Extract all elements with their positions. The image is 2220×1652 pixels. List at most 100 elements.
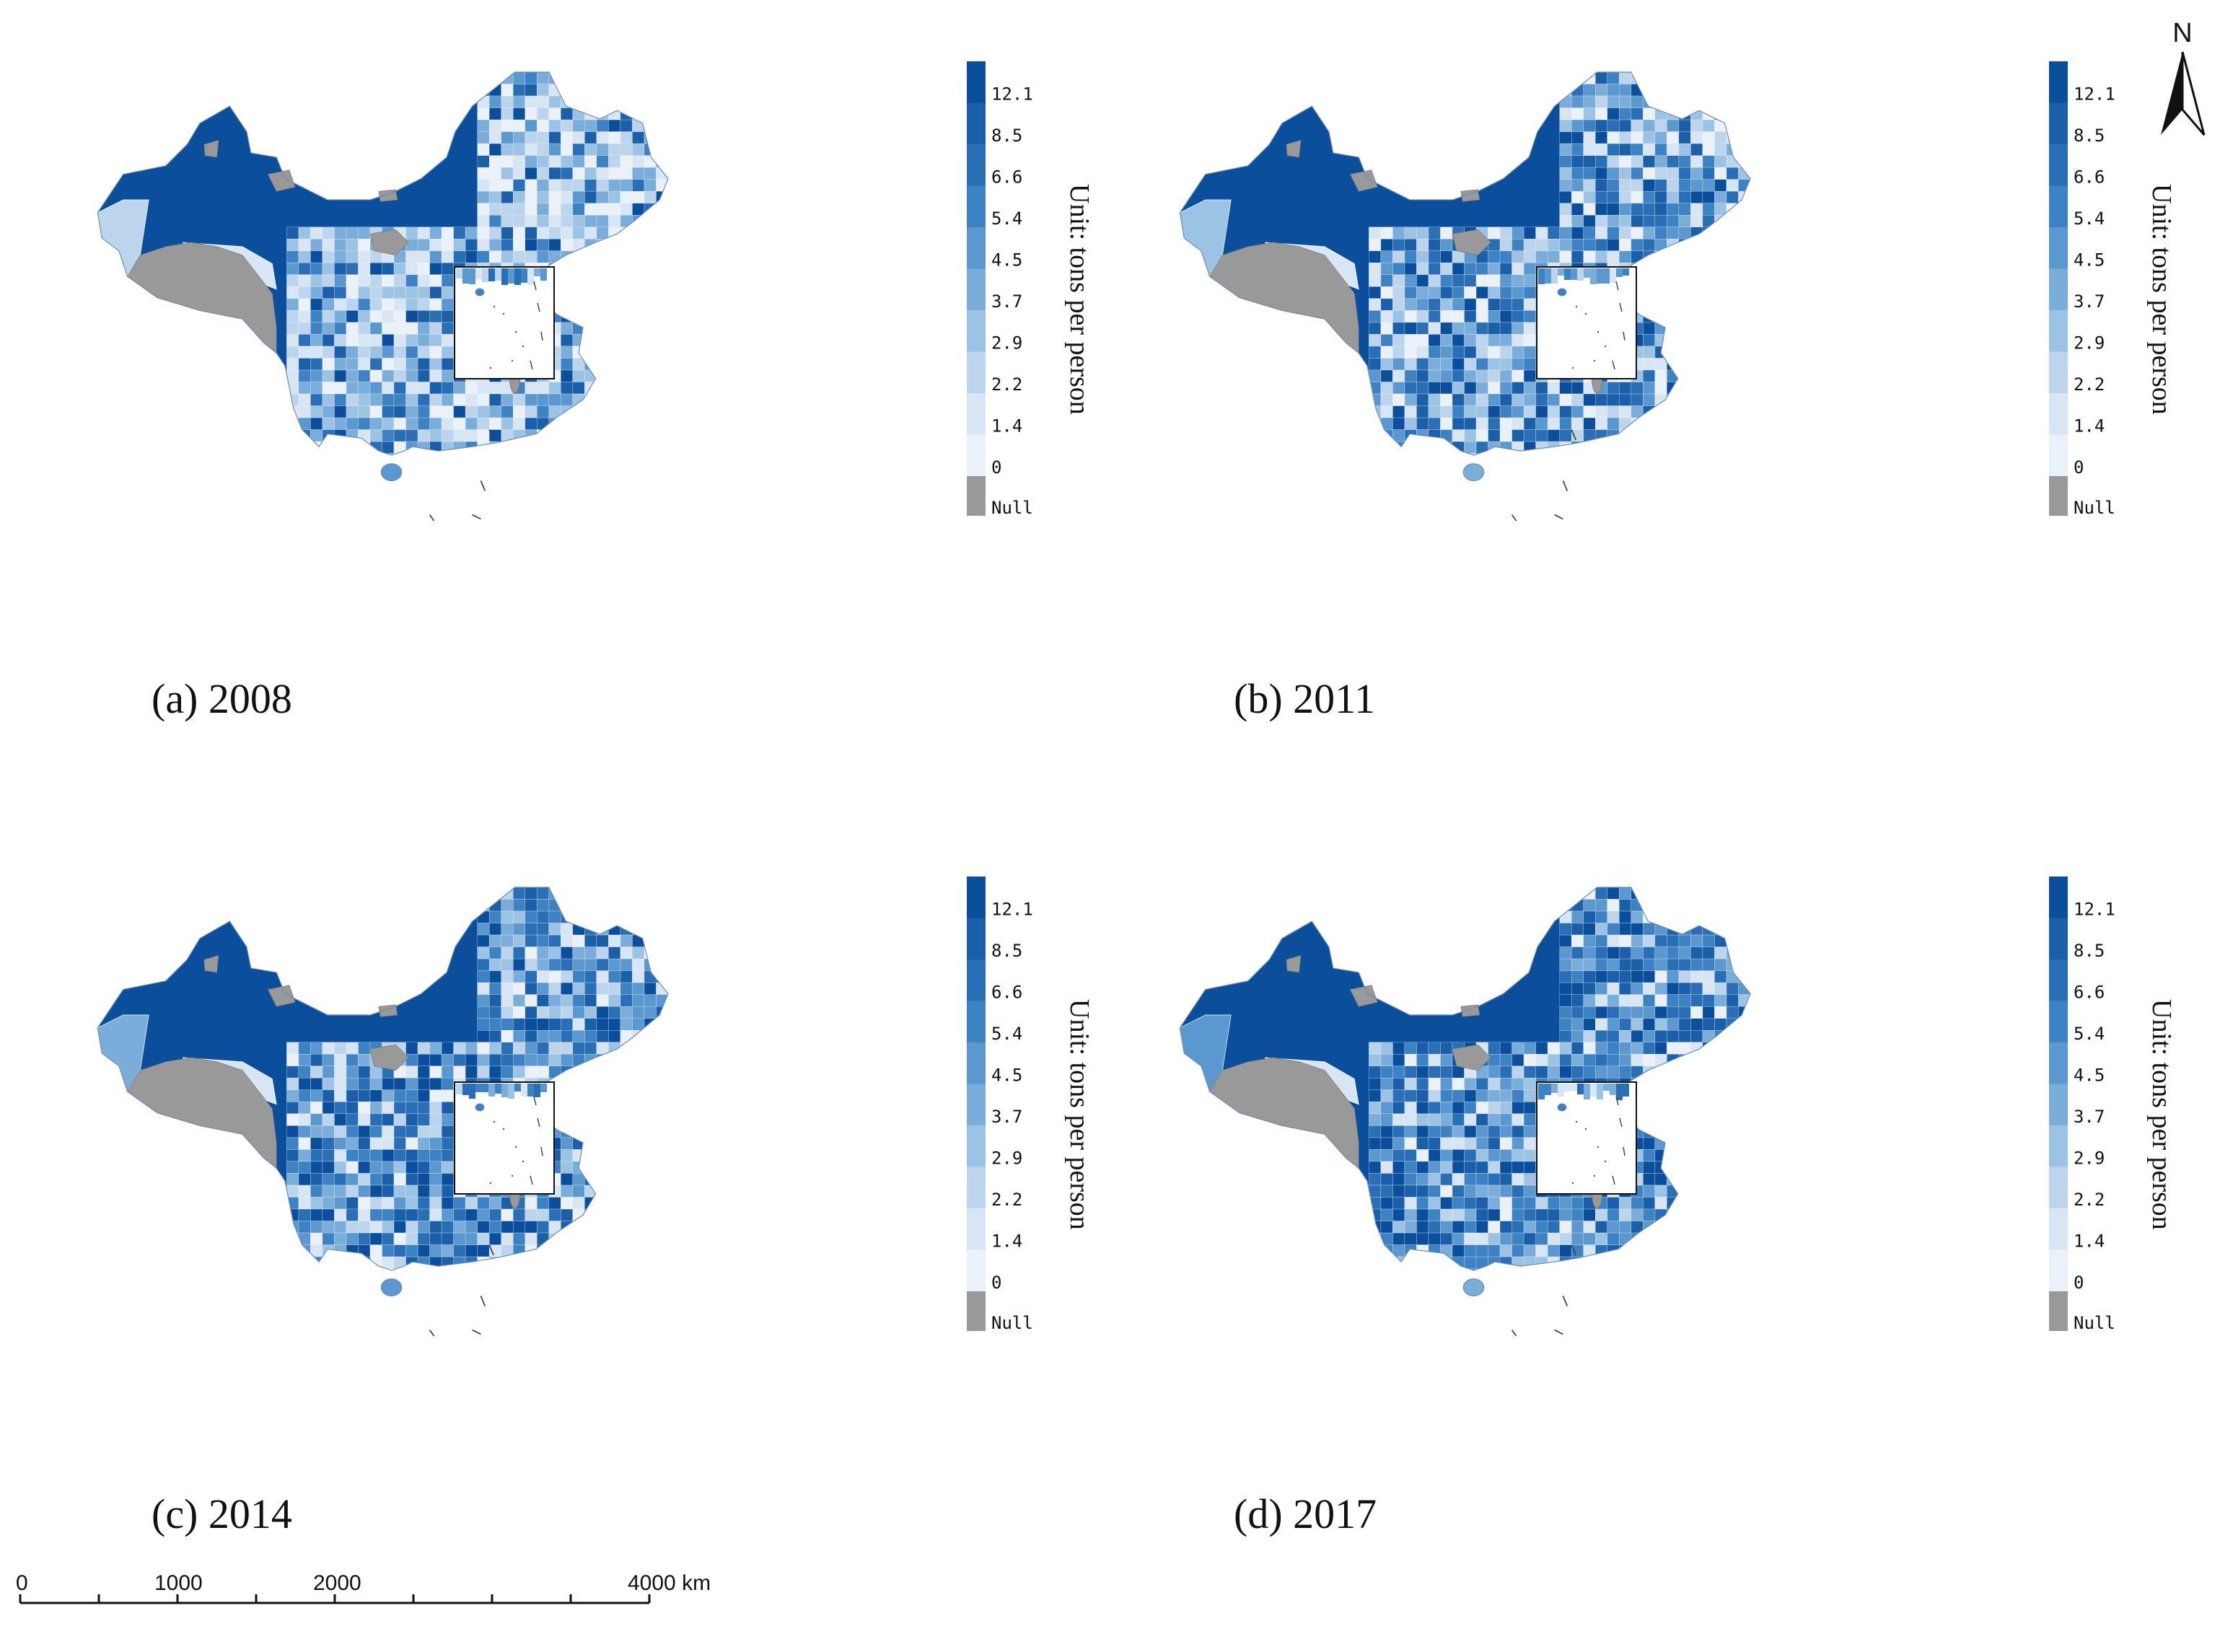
legend-swatch	[2049, 1125, 2068, 1167]
legend-swatch	[967, 351, 986, 393]
scale-label-1000: 1000	[154, 1571, 203, 1595]
hainan-island	[380, 463, 403, 481]
scale-label-4000km: 4000 km	[628, 1571, 711, 1595]
legend-tick-label: 2.9	[991, 333, 1022, 353]
legend-swatch	[967, 1125, 986, 1167]
legend-tick-label: 6.6	[991, 983, 1022, 1003]
legend-swatch	[967, 918, 986, 959]
legend-swatch	[2049, 434, 2068, 476]
legend-tick-label: 5.4	[2074, 208, 2105, 229]
scale-bar-ticks	[19, 1594, 651, 1603]
legend-color-ramp	[967, 876, 986, 1331]
south-china-sea-inset	[454, 1081, 555, 1195]
legend-tick-label: 0	[2074, 457, 2084, 478]
legend-tick-label: 4.5	[991, 250, 1022, 271]
legend-swatch	[967, 310, 986, 352]
legend-swatch	[967, 1208, 986, 1250]
legend-swatch	[2049, 310, 2068, 352]
legend-tick-label: 2.9	[2074, 1148, 2105, 1169]
panel-caption: (c) 2014	[152, 1490, 292, 1537]
north-label: N	[2172, 18, 2192, 48]
map-panel-b: 12.1 8.5 6.6 5.4 4.5 3.7 2.9 2.2 1.4 0 Null (b) 20…	[1133, 43, 2220, 837]
map-panel-d: 12.1 8.5 6.6 5.4 4.5 3.7 2.9 2.2 1.4 0 Null (d) 20…	[1133, 858, 2220, 1652]
panel-caption: (b) 2011	[1234, 675, 1375, 722]
legend-swatch	[2049, 876, 2068, 918]
legend-swatch	[967, 268, 986, 310]
legend-swatch	[2049, 918, 2068, 959]
legend-swatch	[967, 1166, 986, 1208]
china-choropleth-map: 12.1 8.5 6.6 5.4 4.5 3.7 2.9 2.2 1.4 0 Null	[1179, 876, 2115, 1337]
panel-caption: (d) 2017	[1234, 1490, 1377, 1537]
legend-tick-label: 2.2	[2074, 374, 2105, 395]
legend-tick-label: 1.4	[2074, 1231, 2105, 1252]
legend-tick-label: 3.7	[991, 1107, 1022, 1127]
legend-tick-labels: 12.1 8.5 6.6 5.4 4.5 3.7 2.9 2.2 1.4 0 Null	[2074, 900, 2115, 1334]
legend-tick-label: 1.4	[991, 416, 1022, 436]
south-china-sea-inset	[454, 266, 555, 379]
legend-tick-label: 6.6	[2074, 983, 2105, 1003]
legend-swatch	[967, 61, 986, 103]
legend-null-swatch	[967, 1291, 986, 1331]
legend-tick-label: 5.4	[991, 1024, 1022, 1044]
legend-swatch	[967, 393, 986, 435]
legend-tick-label: 3.7	[2074, 1107, 2105, 1127]
hainan-island	[1462, 463, 1485, 481]
legend-swatch	[2049, 1166, 2068, 1208]
legend-tick-label: 8.5	[991, 941, 1022, 961]
legend-color-ramp	[2049, 876, 2068, 1331]
legend-swatch	[2049, 1208, 2068, 1250]
legend-swatch	[2049, 1084, 2068, 1125]
south-china-sea-inset	[1536, 266, 1637, 379]
legend-swatch	[2049, 61, 2068, 103]
legend-swatch	[967, 102, 986, 144]
legend-tick-labels: 12.1 8.5 6.6 5.4 4.5 3.7 2.9 2.2 1.4 0 Null	[991, 900, 1033, 1334]
legend-tick-label: 3.7	[991, 291, 1022, 312]
panel-caption: (a) 2008	[152, 675, 292, 722]
legend-unit-label: Unit: tons per person	[2146, 999, 2177, 1230]
legend-tick-label: 0	[991, 1273, 1001, 1293]
legend-tick-label: 0	[2074, 1273, 2084, 1293]
legend-tick-label: 12.1	[991, 900, 1033, 920]
legend-swatch	[967, 434, 986, 476]
legend-swatch	[967, 1042, 986, 1084]
legend-tick-label: 4.5	[991, 1066, 1022, 1086]
map-panel-a: 12.1 8.5 6.6 5.4 4.5 3.7 2.9 2.2 1.4 0 Null (a) 20…	[51, 43, 1140, 837]
legend-tick-label: Null	[2074, 1313, 2115, 1333]
legend-tick-label: 6.6	[2074, 167, 2105, 188]
legend-null-swatch	[2049, 476, 2068, 516]
legend-swatch	[2049, 1001, 2068, 1042]
legend-tick-label: 3.7	[2074, 291, 2105, 312]
legend-tick-label: 5.4	[991, 208, 1022, 229]
hainan-island	[380, 1278, 403, 1296]
legend-swatch	[2049, 959, 2068, 1001]
legend-tick-label: 5.4	[2074, 1024, 2105, 1044]
legend-swatch	[967, 227, 986, 269]
legend-swatch	[967, 876, 986, 918]
map-panel-c: 12.1 8.5 6.6 5.4 4.5 3.7 2.9 2.2 1.4 0 Null (c) 20…	[51, 858, 1140, 1652]
china-choropleth-map: 12.1 8.5 6.6 5.4 4.5 3.7 2.9 2.2 1.4 0 Null	[1179, 61, 2115, 522]
legend-swatch	[967, 1249, 986, 1291]
legend-tick-label: 8.5	[2074, 941, 2105, 961]
south-china-sea-inset	[1536, 1081, 1637, 1195]
scale-label-2000: 2000	[313, 1571, 361, 1595]
scale-label-0: 0	[16, 1571, 28, 1595]
legend-tick-label: 0	[991, 457, 1001, 478]
legend-tick-label: Null	[991, 498, 1033, 518]
legend-unit-label: Unit: tons per person	[2146, 184, 2177, 415]
legend-color-ramp	[967, 61, 986, 516]
legend-tick-label: 1.4	[991, 1231, 1022, 1252]
legend-tick-label: 12.1	[2074, 84, 2115, 105]
legend-tick-label: 8.5	[991, 126, 1022, 146]
legend-swatch	[2049, 1042, 2068, 1084]
legend-null-swatch	[2049, 1291, 2068, 1331]
legend-swatch	[967, 1084, 986, 1125]
legend-swatch	[967, 959, 986, 1001]
legend-tick-label: 6.6	[991, 167, 1022, 188]
legend-null-swatch	[967, 476, 986, 516]
legend-swatch	[2049, 351, 2068, 393]
legend-tick-labels: 12.1 8.5 6.6 5.4 4.5 3.7 2.9 2.2 1.4 0 Null	[991, 84, 1033, 519]
legend-tick-label: 1.4	[2074, 416, 2105, 436]
legend-tick-label: 2.9	[2074, 333, 2105, 353]
north-arrow-icon: N	[2161, 18, 2206, 136]
china-choropleth-map: 12.1 8.5 6.6 5.4 4.5 3.7 2.9 2.2 1.4 0 Null	[97, 876, 1033, 1337]
